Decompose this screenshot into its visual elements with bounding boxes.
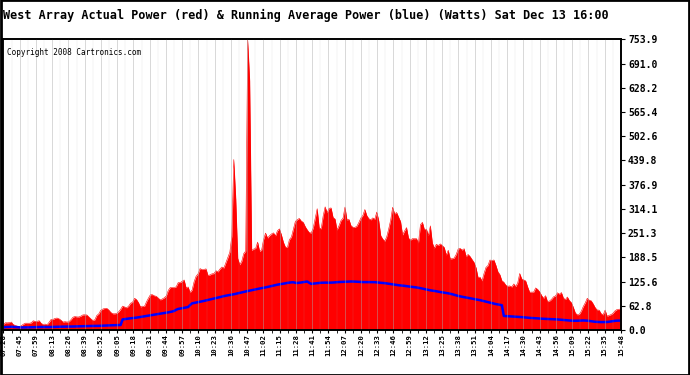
Text: Copyright 2008 Cartronics.com: Copyright 2008 Cartronics.com: [6, 48, 141, 57]
Text: West Array Actual Power (red) & Running Average Power (blue) (Watts) Sat Dec 13 : West Array Actual Power (red) & Running …: [3, 9, 609, 22]
